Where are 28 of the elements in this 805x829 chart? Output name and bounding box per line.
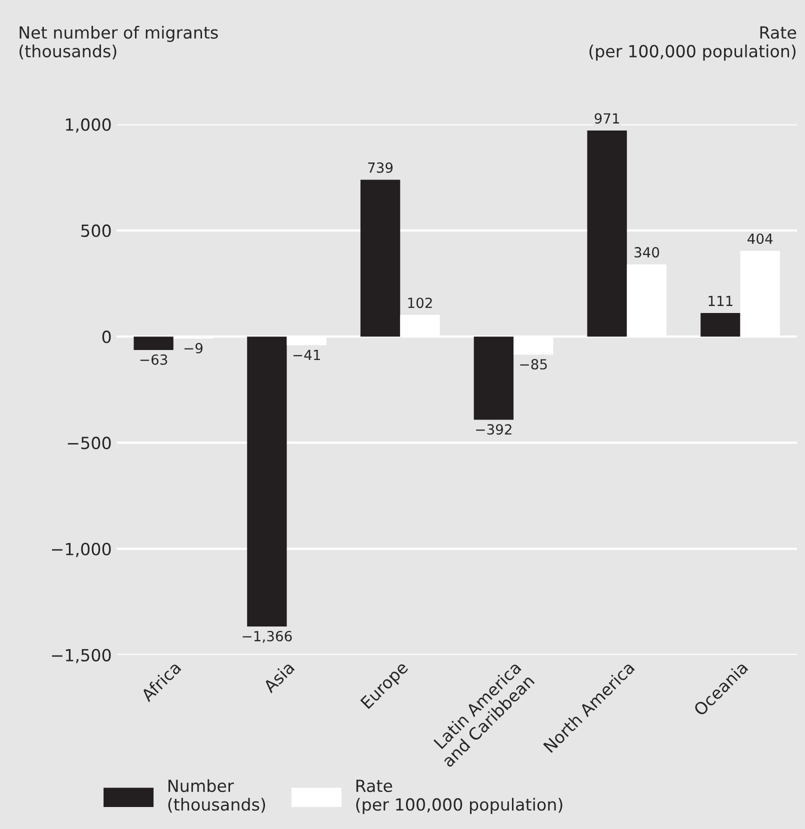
y-tick-label: −1,500 (52, 648, 111, 664)
data-label: −9 (184, 342, 203, 354)
data-label: −63 (140, 354, 168, 365)
y2-axis-title: Rate (per 100,000 population) (589, 26, 796, 61)
bar (247, 336, 287, 626)
y-tick-label: −500 (68, 436, 111, 450)
data-label: −41 (293, 350, 320, 360)
bar (474, 336, 514, 420)
bar (360, 180, 400, 337)
bar (700, 313, 740, 337)
bar (587, 130, 627, 337)
data-label: −1,366 (242, 630, 292, 643)
y-axis-title: Net number of migrants (thousands) (20, 26, 218, 60)
y-tick-label: 0 (102, 330, 111, 344)
data-label: 404 (748, 233, 773, 244)
data-label: 102 (408, 298, 432, 308)
data-label: 111 (708, 296, 732, 306)
data-label: 340 (634, 247, 660, 258)
bar (134, 336, 174, 350)
data-label: −85 (520, 359, 547, 370)
y-tick-label: 500 (81, 224, 111, 238)
legend-label: Rate (per 100,000 population) (356, 780, 562, 814)
y-tick-label: −1,000 (52, 542, 111, 558)
data-label: 739 (368, 162, 393, 173)
y-tick-label: 1,000 (66, 118, 111, 133)
data-label: 971 (594, 113, 620, 124)
data-label: −392 (476, 424, 512, 435)
legend-label: Number (thousands) (168, 779, 266, 813)
